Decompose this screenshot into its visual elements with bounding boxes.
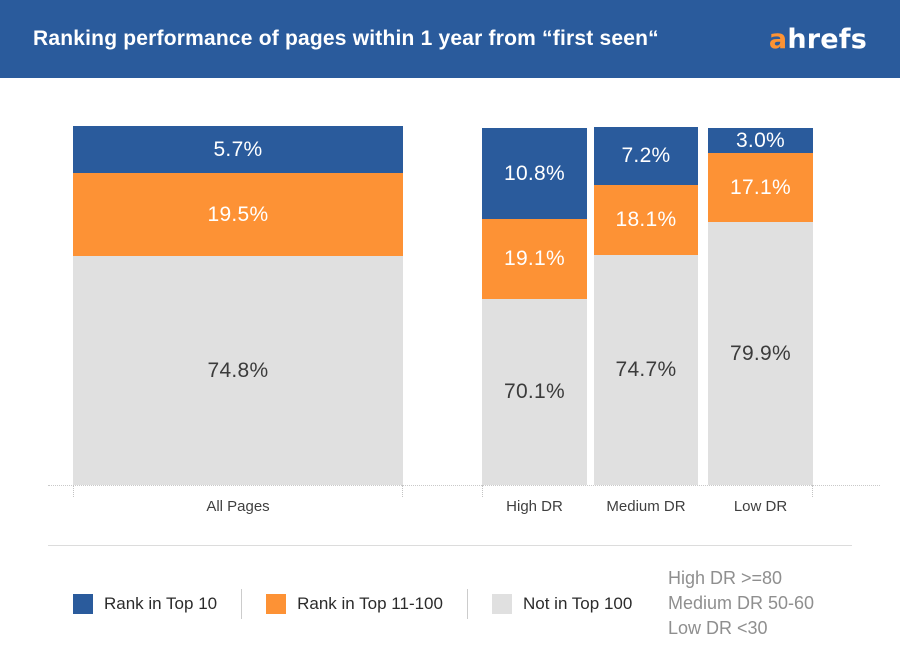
legend-item-top10: Rank in Top 10 (73, 594, 217, 614)
legend-separator (48, 545, 852, 546)
segment-label: 19.5% (207, 202, 269, 226)
note-medium-dr: Medium DR 50-60 (668, 593, 815, 613)
x-axis-line (48, 485, 880, 486)
logo-accent-letter: a (768, 23, 788, 55)
note-high-dr: High DR >=80 (668, 568, 783, 588)
segment-label: 7.2% (621, 144, 671, 167)
segment-label: 79.9% (729, 341, 792, 365)
bar-segment: 74.8% (73, 256, 403, 485)
bar-segment: 10.8% (482, 128, 587, 219)
bar-segment: 19.1% (482, 219, 587, 299)
bar-all-pages: 5.7% 19.5% 74.8% (73, 126, 403, 485)
ahrefs-logo: ahrefs (769, 26, 867, 53)
bar-segment: 5.7% (73, 126, 403, 173)
logo-rest: hrefs (787, 23, 867, 55)
category-label: Medium DR (606, 498, 686, 515)
axis-tick (482, 485, 483, 497)
legend-label-top11-100: Rank in Top 11-100 (297, 594, 443, 613)
bar-segment: 3.0% (708, 128, 813, 153)
legend-label-not-top100: Not in Top 100 (522, 594, 633, 613)
bar-segment: 79.9% (708, 222, 813, 485)
legend-item-not-top100: Not in Top 100 (491, 594, 633, 614)
category-label: Low DR (733, 498, 788, 515)
legend-divider (241, 589, 243, 619)
axis-tick (73, 485, 74, 497)
segment-label: 5.7% (213, 137, 263, 161)
legend-item-top11-100: Rank in Top 11-100 (266, 594, 443, 614)
bar-segment: 18.1% (594, 185, 698, 255)
segment-label: 74.8% (207, 358, 269, 382)
category-label: All Pages (206, 498, 270, 515)
bar-segment: 74.7% (594, 255, 698, 485)
category-label: High DR (506, 498, 563, 515)
segment-label: 18.1% (615, 208, 677, 231)
legend-swatch-not-top100 (491, 594, 512, 614)
segment-label: 74.7% (615, 358, 677, 381)
axis-tick (402, 485, 403, 497)
legend: Rank in Top 10 Rank in Top 11-100 Not in… (73, 589, 632, 619)
segment-label: 10.8% (503, 161, 566, 185)
bar-low-dr: 3.0% 17.1% 79.9% (708, 128, 813, 485)
segment-label: 3.0% (735, 128, 786, 152)
segment-label: 70.1% (503, 380, 566, 403)
bar-medium-dr: 7.2% 18.1% 74.7% (594, 127, 698, 485)
axis-tick (812, 485, 813, 497)
legend-swatch-top11-100 (266, 594, 287, 614)
bar-segment: 17.1% (708, 153, 813, 222)
dr-notes: High DR >=80 Medium DR 50-60 Low DR <30 (668, 566, 814, 641)
note-low-dr: Low DR <30 (668, 618, 768, 638)
legend-swatch-top10 (73, 594, 93, 614)
bar-segment: 19.5% (73, 173, 403, 256)
bar-high-dr: 10.8% 19.1% 70.1% (482, 128, 587, 485)
segment-label: 17.1% (729, 175, 792, 199)
bar-segment: 70.1% (482, 299, 587, 485)
legend-divider (466, 589, 468, 619)
bar-segment: 7.2% (594, 127, 698, 185)
legend-label-top10: Rank in Top 10 (104, 594, 218, 613)
segment-label: 19.1% (503, 247, 566, 270)
plot-area: 5.7% 19.5% 74.8% All Pages 10.8% 19.1% 70.1% Hi… (0, 78, 900, 660)
header: Ranking performance of pages within 1 ye… (0, 0, 900, 78)
page-title: Ranking performance of pages within 1 ye… (33, 27, 659, 50)
